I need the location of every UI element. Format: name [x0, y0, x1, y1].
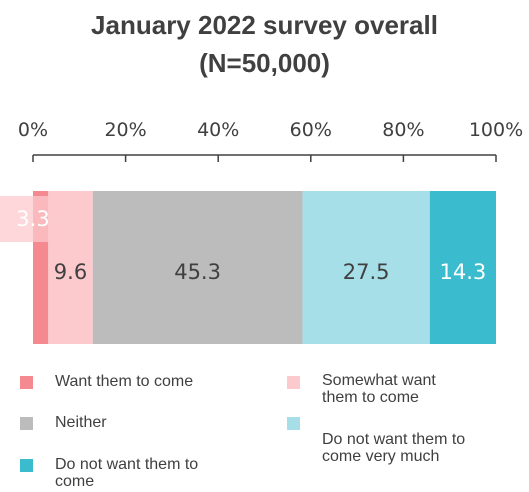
data-label: 3.3 — [16, 207, 49, 231]
legend-label: Neither — [55, 414, 107, 431]
legend-swatch — [20, 459, 33, 472]
x-tick-label: 100% — [469, 119, 523, 141]
x-tick-label: 20% — [104, 119, 146, 141]
bar-segment — [429, 191, 496, 344]
legend-swatch — [20, 376, 33, 389]
bar-segment — [48, 191, 93, 344]
legend-item: Do not want them to come — [20, 456, 198, 490]
x-tick-label: 0% — [18, 119, 48, 141]
x-tick-label: 80% — [382, 119, 424, 141]
legend-item: Somewhat want them to come — [287, 372, 436, 406]
data-label: 14.3 — [440, 260, 487, 284]
legend-label: Do not want them to come — [55, 456, 199, 490]
legend-item: Neither — [20, 414, 107, 431]
data-label: 45.3 — [174, 260, 221, 284]
x-tick-label: 40% — [197, 119, 239, 141]
legend-label: Do not want them to come very much — [322, 431, 466, 465]
chart-title: January 2022 survey overall — [91, 10, 438, 40]
bar-segment — [92, 191, 303, 344]
data-label: 9.6 — [54, 260, 87, 284]
legend-label: Somewhat want them to come — [322, 372, 436, 406]
legend-label: Want them to come — [55, 373, 194, 390]
legend-swatch — [20, 417, 33, 430]
legend-swatch — [287, 376, 300, 389]
x-tick-label: 60% — [290, 119, 332, 141]
bar-segment — [302, 191, 430, 344]
legend-swatch — [287, 417, 300, 430]
chart-subtitle: (N=50,000) — [199, 48, 330, 78]
legend-item: Do not want them to come very much — [287, 414, 465, 465]
data-label: 27.5 — [343, 260, 390, 284]
legend-item: Want them to come — [20, 373, 193, 390]
